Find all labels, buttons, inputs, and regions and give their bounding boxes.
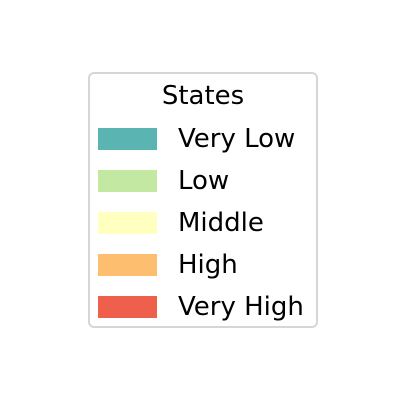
legend-swatch <box>98 296 157 318</box>
legend-entry: Very High <box>98 288 313 330</box>
legend-label: Low <box>178 166 230 196</box>
legend-entries: Very Low Low Middle High Very High <box>98 120 313 330</box>
legend-swatch <box>98 128 157 150</box>
legend-entry: Middle <box>98 204 313 246</box>
legend-swatch <box>98 170 157 192</box>
legend-label: Middle <box>178 208 264 238</box>
legend-title: States <box>161 81 245 111</box>
legend-entry: Low <box>98 162 313 204</box>
legend-entry: High <box>98 246 313 288</box>
legend-label: Very High <box>178 292 304 322</box>
legend-entry: Very Low <box>98 120 313 162</box>
legend-label: Very Low <box>178 124 296 154</box>
legend-box: States Very Low Low Middle High Very High <box>88 72 318 328</box>
legend-swatch <box>98 254 157 276</box>
legend-label: High <box>178 250 238 280</box>
legend-swatch <box>98 212 157 234</box>
